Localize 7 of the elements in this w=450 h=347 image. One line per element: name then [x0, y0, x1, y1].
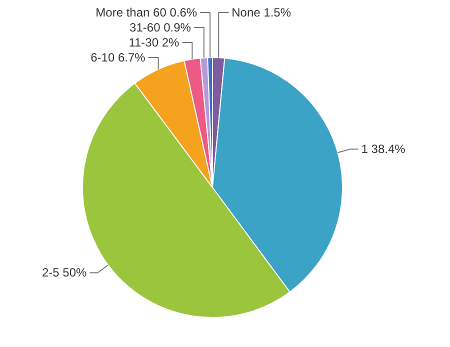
slice-label: More than 60 0.6% [96, 6, 198, 20]
slice-label: 31-60 0.9% [130, 20, 192, 34]
slice-label: 11-30 2% [128, 36, 180, 50]
slice-label: 1 38.4% [361, 142, 406, 156]
slice-label: None 1.5% [232, 6, 292, 20]
slice-label: 6-10 6.7% [90, 50, 146, 64]
slice-label: 2-5 50% [42, 266, 88, 280]
